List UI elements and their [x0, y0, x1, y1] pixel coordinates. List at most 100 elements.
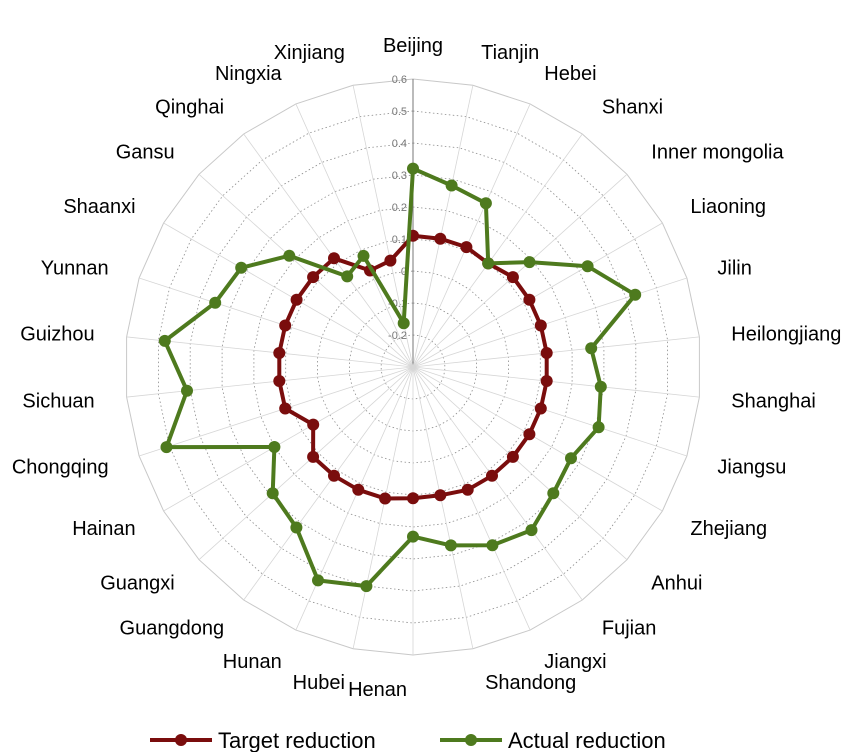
series-layer: [158, 162, 642, 593]
data-point: [534, 402, 547, 415]
grid-spoke: [198, 174, 414, 368]
grid-spoke: [412, 336, 700, 368]
grid-spoke: [412, 366, 688, 457]
category-label: Guizhou: [20, 323, 95, 345]
data-point: [523, 293, 536, 306]
radial-tick-label: 0.6: [392, 74, 407, 86]
category-label: Shanxi: [602, 97, 663, 119]
grid-spoke: [126, 366, 414, 398]
data-point: [540, 375, 553, 387]
radial-tick-label: -0.2: [388, 330, 407, 342]
data-point: [434, 232, 447, 245]
category-label: Heilongjiang: [731, 323, 841, 345]
legend-marker: [175, 734, 187, 746]
radial-tick-labels: 0.60.50.40.30.20.10-0.1-0.2: [388, 74, 407, 342]
category-label: Jiangxi: [544, 651, 606, 673]
category-label: Anhui: [651, 573, 702, 595]
data-point: [235, 261, 248, 274]
data-point: [592, 421, 605, 434]
category-label: Liaoning: [690, 196, 766, 218]
data-point: [290, 521, 303, 534]
data-point: [341, 270, 354, 283]
radial-tick-label: 0.4: [392, 138, 407, 150]
grid-spoke: [412, 277, 688, 368]
grid-spoke: [412, 85, 474, 368]
grid-spoke: [412, 366, 628, 560]
series-actual: [158, 162, 642, 593]
grid-spoke: [295, 366, 414, 631]
grid-spoke: [412, 366, 531, 631]
grid-spoke: [163, 222, 414, 368]
category-label: Guangxi: [100, 573, 175, 595]
data-point: [445, 179, 458, 192]
radial-tick-label: 0.2: [392, 202, 407, 214]
data-point: [160, 441, 173, 454]
grid-spoke: [412, 366, 700, 398]
data-point: [629, 288, 642, 301]
data-point: [460, 241, 473, 254]
data-point: [283, 249, 296, 262]
data-point: [279, 402, 292, 415]
data-point: [523, 256, 536, 269]
data-point: [328, 252, 340, 265]
data-point: [407, 492, 419, 505]
data-point: [328, 469, 340, 482]
legend-item: Actual reduction: [440, 728, 666, 752]
grid-spoke: [412, 103, 531, 368]
data-point: [407, 530, 419, 543]
data-point: [479, 197, 492, 210]
data-point: [312, 574, 324, 587]
grid-spoke: [126, 336, 414, 368]
category-label: Tianjin: [481, 42, 539, 64]
data-point: [506, 450, 519, 463]
category-label: Hainan: [72, 518, 135, 540]
data-point: [379, 492, 392, 505]
data-point: [384, 254, 397, 267]
data-point: [523, 428, 536, 441]
grid-spoke: [295, 103, 414, 368]
legend-item: Target reduction: [150, 728, 376, 752]
data-point: [540, 347, 553, 359]
data-point: [482, 257, 495, 270]
grid-spoke: [243, 366, 414, 601]
radial-tick-label: 0.5: [392, 106, 407, 118]
data-point: [266, 487, 279, 500]
radar-grid: [126, 78, 700, 656]
grid-spoke: [412, 174, 628, 368]
data-point: [352, 483, 365, 496]
category-label: Hebei: [544, 63, 596, 85]
data-point: [279, 319, 292, 332]
grid-spoke: [412, 366, 663, 512]
data-point: [461, 483, 474, 496]
category-label: Zhejiang: [690, 518, 767, 540]
category-label: Sichuan: [22, 391, 94, 413]
category-label: Gansu: [116, 142, 175, 164]
data-point: [594, 380, 607, 393]
data-point: [209, 296, 222, 309]
category-label: Yunnan: [41, 258, 109, 280]
category-label: Chongqing: [12, 457, 109, 479]
data-point: [486, 469, 498, 482]
data-point: [534, 319, 547, 332]
grid-spoke: [138, 277, 414, 368]
category-label: Qinghai: [155, 97, 224, 119]
grid-spoke: [412, 366, 474, 649]
data-point: [547, 487, 560, 500]
legend-label: Target reduction: [218, 728, 376, 752]
category-label: Shaanxi: [63, 196, 135, 218]
data-point: [581, 260, 594, 273]
category-label: Henan: [348, 679, 407, 701]
data-point: [357, 249, 370, 262]
category-label: Beijing: [383, 35, 443, 57]
data-point: [307, 450, 320, 463]
data-point: [360, 580, 373, 593]
category-label: Shanghai: [731, 391, 816, 413]
data-point: [525, 524, 538, 537]
data-point: [397, 317, 410, 330]
series-line: [162, 166, 638, 589]
grid-spoke: [243, 133, 414, 368]
data-point: [307, 418, 320, 431]
data-point: [181, 384, 193, 397]
grid-spoke: [163, 366, 414, 512]
